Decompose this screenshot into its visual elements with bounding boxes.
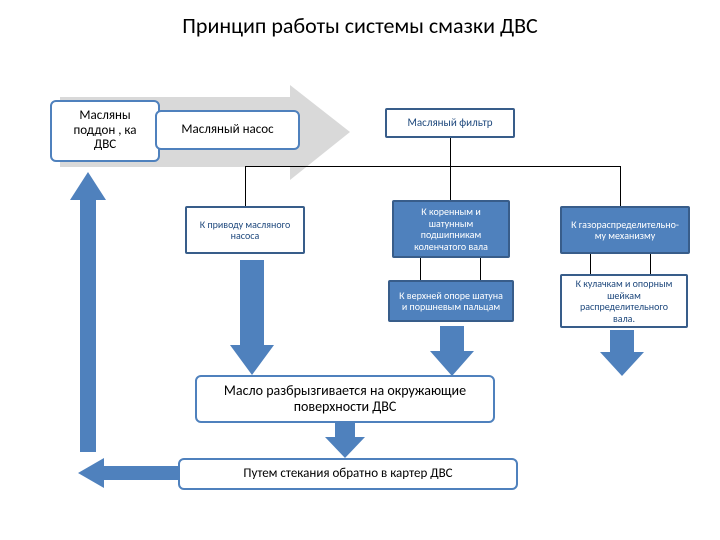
box-stek: Путем стекания обратно в картер ДВС <box>178 458 518 490</box>
tree-line <box>450 138 451 166</box>
tree-line <box>480 258 481 280</box>
down-arrow-3 <box>600 330 644 376</box>
down-arrow-4 <box>325 423 365 458</box>
box-gazo: К газораспределительно-му механизму <box>560 206 690 254</box>
box-privod: К приводу масляного насоса <box>185 206 305 254</box>
box-nasos: Масляный насос <box>155 110 300 150</box>
tree-line <box>245 166 246 206</box>
left-arrow <box>78 458 178 488</box>
tree-line <box>245 166 620 167</box>
box-kulachkam: К кулачкам и опорным шейкам распределите… <box>560 274 688 328</box>
box-poddon: Масляны поддон , ка ДВС <box>50 100 160 162</box>
tree-line <box>420 258 421 280</box>
box-filter: Масляный фильтр <box>385 108 515 138</box>
box-korennym: К коренным и шатунным подшипникам коленч… <box>392 200 510 258</box>
tree-line <box>620 166 621 206</box>
up-arrow <box>70 172 106 452</box>
down-arrow-2 <box>430 326 474 376</box>
down-arrow-1 <box>230 260 274 375</box>
box-opore: К верхней опоре шатуна и поршневым пальц… <box>388 280 514 322</box>
box-razb: Масло разбрызгивается на окружающие пове… <box>195 375 495 423</box>
page-title: Принцип работы системы смазки ДВС <box>0 12 720 39</box>
